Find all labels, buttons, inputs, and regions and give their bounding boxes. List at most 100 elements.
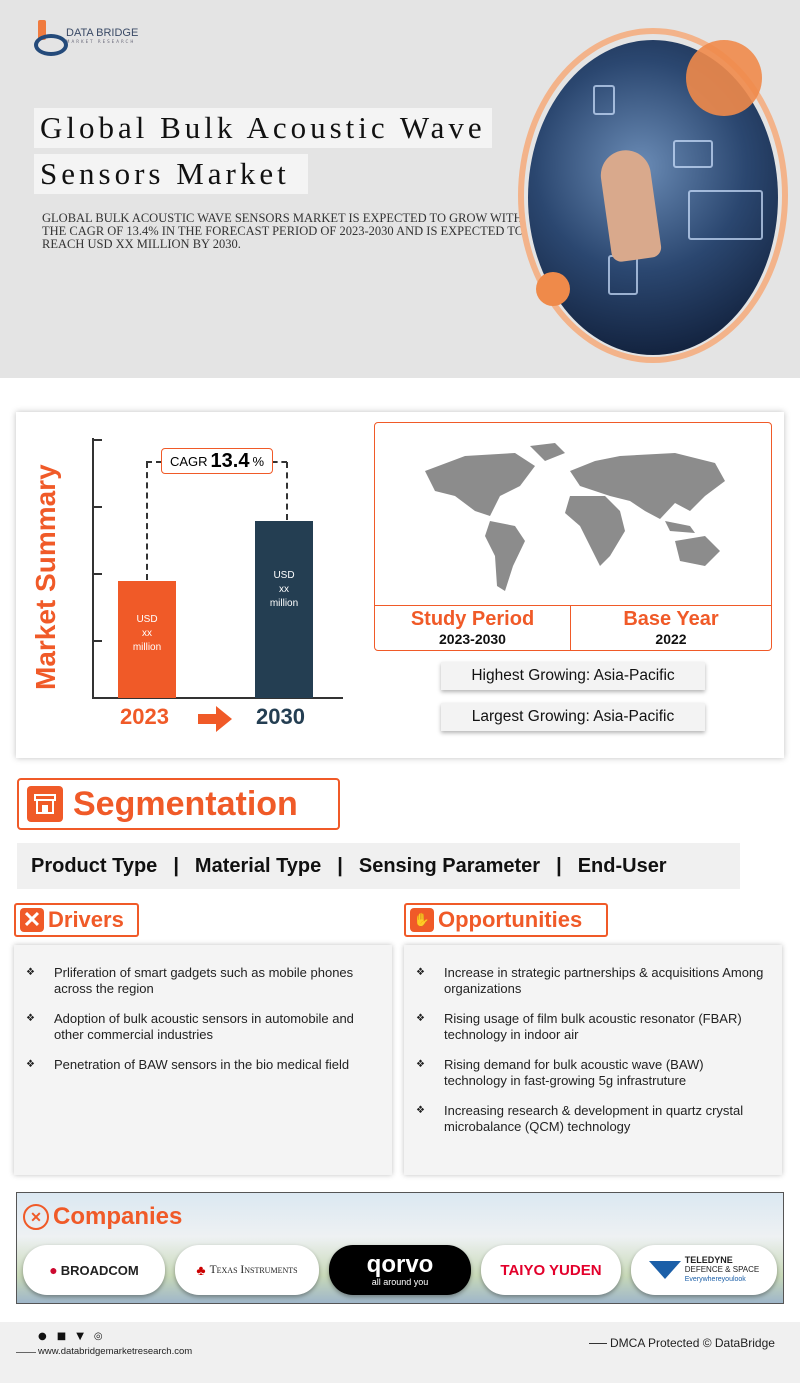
storefront-icon — [27, 786, 63, 822]
divider — [589, 1343, 607, 1344]
teledyne-mark-icon — [648, 1261, 681, 1279]
companies-header: ✕ Companies — [23, 1201, 182, 1233]
twitter-icon[interactable]: ▼ — [76, 1331, 84, 1342]
driver-text: Adoption of bulk acoustic sensors in aut… — [54, 1011, 354, 1042]
company-logo-texas-instruments[interactable]: ♣ Texas Instruments — [175, 1245, 319, 1295]
companies-section: ✕ Companies ● BROADCOM ♣ Texas Instrumen… — [16, 1192, 784, 1304]
x-tick-label: 2030 — [256, 704, 305, 729]
connector-line — [146, 461, 162, 463]
decorative-ring — [518, 28, 788, 363]
segment-material-type: Material Type — [194, 854, 322, 877]
companies-title: Companies — [53, 1203, 183, 1230]
company-logo-teledyne[interactable]: TELEDYNE DEFENCE & SPACE Everywhereyoulo… — [631, 1245, 777, 1295]
highest-growing-region: Highest Growing: Asia-Pacific — [441, 662, 705, 690]
page-title-line2: Sensors Market — [34, 154, 308, 194]
opportunity-item: ❖ Increasing research & development in qu… — [416, 1103, 768, 1134]
company-logo-qorvo[interactable]: qorvo all around you — [329, 1245, 471, 1295]
segment-sensing-parameter: Sensing Parameter — [358, 854, 541, 877]
decorative-circle — [686, 40, 762, 116]
drivers-header: ✕ Drivers — [14, 903, 139, 937]
y-tick — [92, 640, 102, 642]
largest-growing-region: Largest Growing: Asia-Pacific — [441, 703, 705, 731]
bullet-icon: ❖ — [26, 1013, 35, 1024]
instagram-icon[interactable]: ◎ — [93, 1331, 103, 1342]
connector-line — [146, 462, 148, 580]
handshake-icon: ✋ — [410, 908, 434, 932]
cagr-unit: % — [252, 453, 265, 469]
hero-banner: DATA BRIDGE MARKET RESEARCH Global Bulk … — [0, 0, 800, 378]
brand-name: DATA BRIDGE — [66, 26, 139, 39]
study-period-value: 2023-2030 — [439, 631, 506, 647]
study-period: Study Period 2023-2030 — [375, 608, 570, 647]
bar-2030: USD xx million — [255, 521, 313, 698]
y-tick — [92, 506, 102, 508]
study-period-label: Study Period — [410, 608, 535, 630]
texas-mark-icon: ♣ — [196, 1262, 206, 1278]
bullet-icon: ❖ — [26, 967, 35, 978]
company-logo-taiyo-yuden[interactable]: TAIYO YUDEN — [481, 1245, 621, 1295]
bar-label: million — [132, 642, 162, 653]
opportunity-text: Increasing research & development in qua… — [444, 1103, 744, 1134]
opportunities-card: ❖ Increase in strategic partnerships & ac… — [404, 945, 782, 1175]
opportunity-item: ❖ Rising usage of film bulk acoustic reso… — [416, 1011, 768, 1042]
driver-item: ❖ Adoption of bulk acoustic sensors in au… — [26, 1011, 378, 1042]
website-link[interactable]: www.databridgemarketresearch.com — [38, 1346, 193, 1357]
x-tick-label: 2023 — [120, 704, 169, 729]
whatsapp-icon[interactable]: ● — [38, 1331, 47, 1342]
logo-text: qorvo — [366, 1251, 434, 1278]
bar-label: USD — [273, 570, 295, 581]
hero-description: Global bulk acoustic wave sensors market… — [42, 211, 524, 251]
cagr-value: 13.4 — [210, 449, 250, 472]
opportunity-text: Rising demand for bulk acoustic wave (BA… — [444, 1057, 704, 1088]
social-links: ● ■ ▼ ◎ — [38, 1331, 103, 1342]
separator: | — [337, 854, 343, 877]
segment-product-type: Product Type — [31, 854, 158, 877]
bullet-icon: ❖ — [416, 967, 425, 978]
page-title-line1: Global Bulk Acoustic Wave — [34, 108, 492, 148]
drivers-title: Drivers — [48, 907, 124, 932]
separator: | — [173, 854, 179, 877]
arrow-right-icon — [198, 706, 232, 732]
segmentation-categories: Product Type | Material Type | Sensing Par… — [17, 843, 740, 889]
bar-2023: USD xx million — [118, 581, 176, 698]
dmca-notice: DMCA Protected © DataBridge — [610, 1336, 775, 1350]
logo-text: TAIYO YUDEN — [500, 1261, 602, 1279]
facebook-icon[interactable]: ■ — [56, 1331, 67, 1342]
chart-x-axis — [92, 697, 343, 699]
brand-tagline: MARKET RESEARCH — [66, 38, 136, 44]
separator: | — [556, 854, 562, 877]
opportunities-header: ✋ Opportunities — [404, 903, 608, 937]
bullet-icon: ❖ — [416, 1059, 425, 1070]
driver-item: ❖ Penetration of BAW sensors in the bio m… — [26, 1057, 378, 1073]
opportunity-text: Rising usage of film bulk acoustic reson… — [444, 1011, 742, 1042]
logo-text: DEFENCE & SPACE — [684, 1265, 760, 1274]
segmentation-header: Segmentation — [17, 778, 340, 830]
driver-text: Penetration of BAW sensors in the bio me… — [54, 1057, 350, 1072]
world-map — [425, 443, 725, 591]
brand-logo[interactable]: DATA BRIDGE MARKET RESEARCH — [34, 20, 139, 56]
logo-tagline: all around you — [371, 1277, 429, 1287]
y-tick — [92, 439, 102, 441]
opportunity-item: ❖ Rising demand for bulk acoustic wave (B… — [416, 1057, 768, 1088]
bar-label: million — [269, 598, 299, 609]
connector-line — [272, 461, 287, 463]
segmentation-title: Segmentation — [73, 784, 298, 823]
driver-text: Prliferation of smart gadgets such as mo… — [54, 965, 354, 996]
cagr-badge: CAGR 13.4 % — [161, 448, 273, 474]
driver-item: ❖ Prliferation of smart gadgets such as m… — [26, 965, 378, 996]
market-summary-label: Market Summary — [30, 464, 61, 690]
study-info-box: Study Period 2023-2030 Base Year 2022 — [374, 422, 772, 651]
bullet-icon: ❖ — [26, 1059, 35, 1070]
segment-end-user: End-User — [577, 854, 667, 877]
bar-label: xx — [142, 628, 152, 639]
y-tick — [92, 573, 102, 575]
base-year: Base Year 2022 — [571, 608, 771, 647]
drivers-card: ❖ Prliferation of smart gadgets such as m… — [14, 945, 392, 1175]
divider — [16, 1352, 36, 1353]
footer: ● ■ ▼ ◎ www.databridgemarketresearch.com… — [0, 1322, 800, 1383]
decorative-circle — [536, 272, 570, 306]
opportunity-text: Increase in strategic partnerships & acq… — [444, 965, 764, 996]
bar-label: xx — [279, 584, 289, 595]
logo-text: Texas Instruments — [209, 1264, 298, 1276]
company-logo-broadcom[interactable]: ● BROADCOM — [23, 1245, 165, 1295]
